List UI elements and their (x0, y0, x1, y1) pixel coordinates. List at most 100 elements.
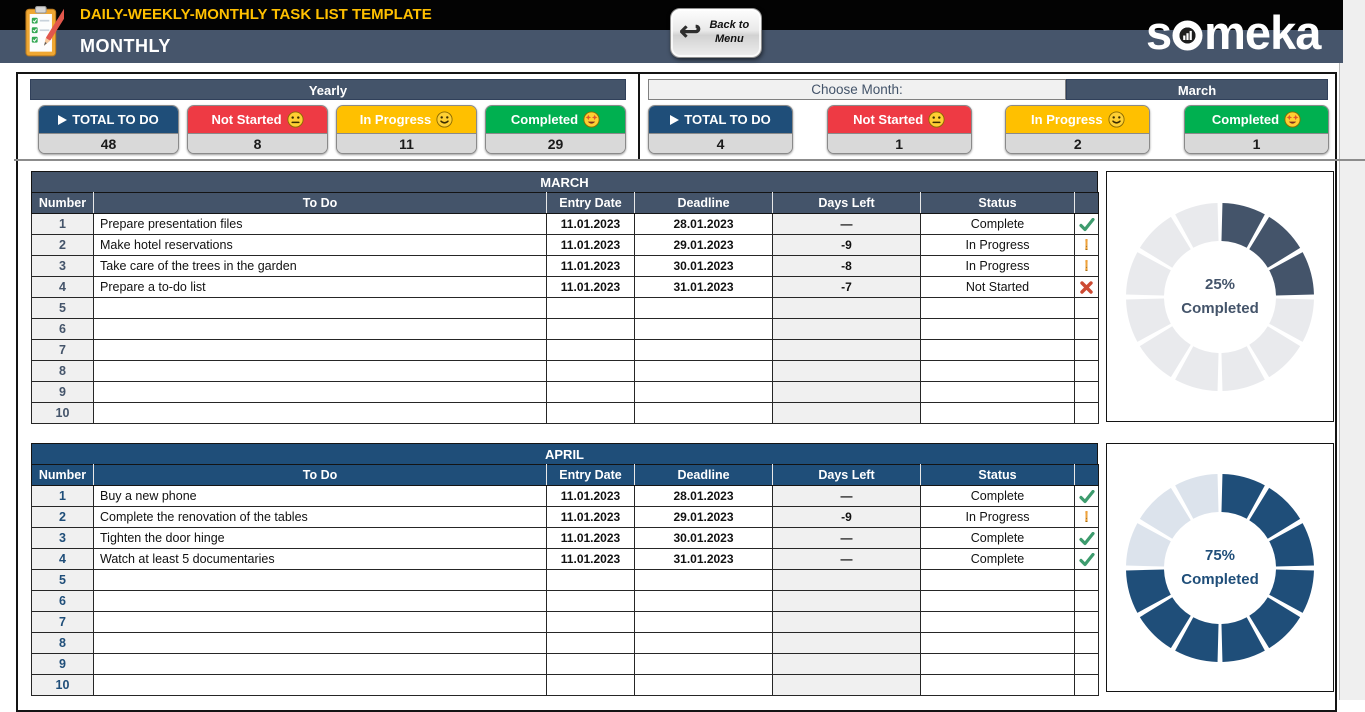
cell-entry-date[interactable] (546, 674, 635, 696)
cell-todo[interactable]: Prepare presentation files (93, 213, 547, 235)
card-value: 8 (188, 134, 327, 153)
table-row: 7 (31, 339, 1099, 361)
cell-todo[interactable] (93, 381, 547, 403)
cell-todo[interactable] (93, 569, 547, 591)
cell-entry-date[interactable] (546, 632, 635, 654)
cell-status[interactable] (920, 381, 1075, 403)
cell-deadline[interactable] (634, 569, 773, 591)
cell-status[interactable]: Complete (920, 527, 1075, 549)
cell-status[interactable] (920, 632, 1075, 654)
col-header-to-do: To Do (93, 464, 547, 486)
cell-entry-date[interactable] (546, 402, 635, 424)
cell-status[interactable] (920, 297, 1075, 319)
cell-deadline[interactable] (634, 339, 773, 361)
cell-entry-date[interactable] (546, 381, 635, 403)
cell-status[interactable] (920, 318, 1075, 340)
cell-entry-date[interactable] (546, 297, 635, 319)
cell-entry-date[interactable] (546, 653, 635, 675)
cell-entry-date[interactable] (546, 611, 635, 633)
cell-deadline[interactable]: 29.01.2023 (634, 506, 773, 528)
cell-todo[interactable] (93, 402, 547, 424)
cell-deadline[interactable] (634, 318, 773, 340)
cell-deadline[interactable] (634, 632, 773, 654)
cell-entry-date[interactable]: 11.01.2023 (546, 276, 635, 298)
cell-entry-date[interactable]: 11.01.2023 (546, 527, 635, 549)
cell-deadline[interactable]: 30.01.2023 (634, 255, 773, 277)
cell-entry-date[interactable]: 11.01.2023 (546, 485, 635, 507)
cell-todo[interactable]: Tighten the door hinge (93, 527, 547, 549)
page-title: MONTHLY (80, 36, 171, 56)
selected-month-dropdown[interactable]: March (1066, 79, 1328, 100)
cell-deadline[interactable] (634, 611, 773, 633)
cell-deadline[interactable]: 29.01.2023 (634, 234, 773, 256)
cell-todo[interactable] (93, 653, 547, 675)
cell-deadline[interactable] (634, 297, 773, 319)
cell-deadline[interactable] (634, 590, 773, 612)
cell-entry-date[interactable] (546, 360, 635, 382)
cell-deadline[interactable]: 31.01.2023 (634, 276, 773, 298)
cell-status[interactable]: Complete (920, 485, 1075, 507)
card-label: Not Started (853, 112, 924, 127)
cell-todo[interactable]: Make hotel reservations (93, 234, 547, 256)
logo-chart-icon (1172, 20, 1203, 50)
cell-todo[interactable] (93, 674, 547, 696)
cell-todo[interactable] (93, 611, 547, 633)
donut-chart (1126, 202, 1314, 391)
table-row: 10 (31, 402, 1099, 424)
cell-todo[interactable]: Watch at least 5 documentaries (93, 548, 547, 570)
card-value: 1 (827, 134, 971, 153)
check-icon (1078, 552, 1095, 566)
cell-deadline[interactable] (634, 402, 773, 424)
cell-entry-date[interactable] (546, 569, 635, 591)
cell-status[interactable]: Complete (920, 213, 1075, 235)
cell-entry-date[interactable] (546, 318, 635, 340)
cell-entry-date[interactable]: 11.01.2023 (546, 213, 635, 235)
cell-todo[interactable]: Prepare a to-do list (93, 276, 547, 298)
smiley-face-icon (1108, 111, 1125, 128)
cell-status[interactable]: In Progress (920, 255, 1075, 277)
table-row: 10 (31, 674, 1099, 696)
cell-entry-date[interactable]: 11.01.2023 (546, 255, 635, 277)
cell-todo[interactable]: Buy a new phone (93, 485, 547, 507)
cell-status[interactable] (920, 590, 1075, 612)
cell-status[interactable]: Complete (920, 548, 1075, 570)
cell-status[interactable] (920, 360, 1075, 382)
cell-deadline[interactable] (634, 653, 773, 675)
cell-deadline[interactable] (634, 381, 773, 403)
cell-todo[interactable] (93, 360, 547, 382)
cell-todo[interactable] (93, 318, 547, 340)
cell-status[interactable] (920, 402, 1075, 424)
cell-deadline[interactable]: 28.01.2023 (634, 485, 773, 507)
cell-status[interactable]: In Progress (920, 234, 1075, 256)
cell-status[interactable] (920, 611, 1075, 633)
donut-segment (1221, 616, 1265, 662)
cell-status[interactable]: Not Started (920, 276, 1075, 298)
table-row: 8 (31, 360, 1099, 382)
cell-entry-date[interactable]: 11.01.2023 (546, 234, 635, 256)
cell-status[interactable]: In Progress (920, 506, 1075, 528)
cell-entry-date[interactable]: 11.01.2023 (546, 506, 635, 528)
cell-status[interactable] (920, 339, 1075, 361)
cell-todo[interactable] (93, 632, 547, 654)
cell-todo[interactable] (93, 339, 547, 361)
cell-deadline[interactable] (634, 674, 773, 696)
cell-status[interactable] (920, 674, 1075, 696)
cell-deadline[interactable]: 31.01.2023 (634, 548, 773, 570)
cell-todo[interactable] (93, 590, 547, 612)
cell-todo[interactable]: Take care of the trees in the garden (93, 255, 547, 277)
card-label: Completed (1211, 112, 1280, 127)
cell-status[interactable] (920, 653, 1075, 675)
cell-days-left: — (772, 213, 921, 235)
cell-deadline[interactable]: 28.01.2023 (634, 213, 773, 235)
cell-todo[interactable]: Complete the renovation of the tables (93, 506, 547, 528)
cell-deadline[interactable]: 30.01.2023 (634, 527, 773, 549)
cell-deadline[interactable] (634, 360, 773, 382)
cell-number: 5 (31, 569, 94, 591)
cell-entry-date[interactable] (546, 590, 635, 612)
cell-entry-date[interactable] (546, 339, 635, 361)
cell-status-icon (1074, 297, 1099, 319)
back-to-menu-button[interactable]: ↩ Back to Menu (670, 8, 762, 58)
cell-todo[interactable] (93, 297, 547, 319)
cell-status[interactable] (920, 569, 1075, 591)
cell-entry-date[interactable]: 11.01.2023 (546, 548, 635, 570)
